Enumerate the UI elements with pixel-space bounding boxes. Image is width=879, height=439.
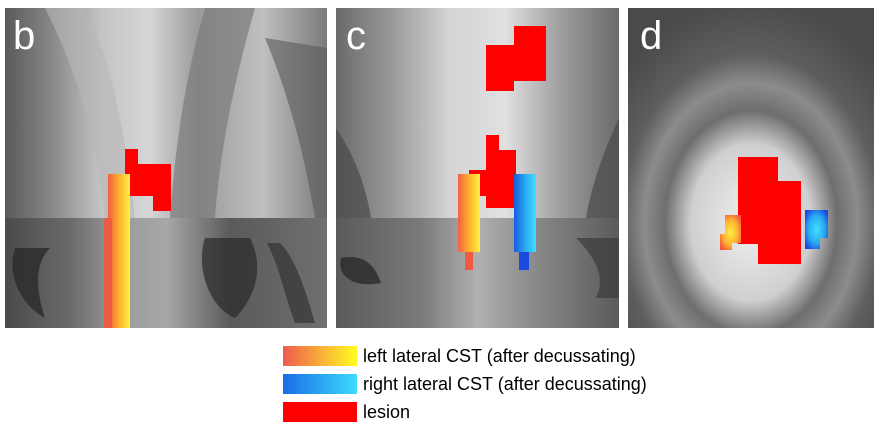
- panel-letter: d: [640, 14, 663, 58]
- panel-letter: c: [346, 14, 366, 58]
- panel-letter: b: [13, 14, 36, 58]
- lesion-swatch: [283, 402, 357, 422]
- panel-b-mri: [5, 8, 327, 328]
- panel-d-mri: [628, 8, 874, 328]
- panel-b-image: b: [5, 8, 327, 328]
- left-cst-swatch: [283, 346, 357, 366]
- panel-c-image: c: [336, 8, 619, 328]
- legend-label: lesion: [363, 402, 411, 422]
- panel-c-mri: [336, 8, 619, 328]
- legend-label: right lateral CST (after decussating): [363, 374, 647, 394]
- legend-label: left lateral CST (after decussating): [363, 346, 636, 366]
- panel-d-image: d: [628, 8, 874, 328]
- right-cst-swatch: [283, 374, 357, 394]
